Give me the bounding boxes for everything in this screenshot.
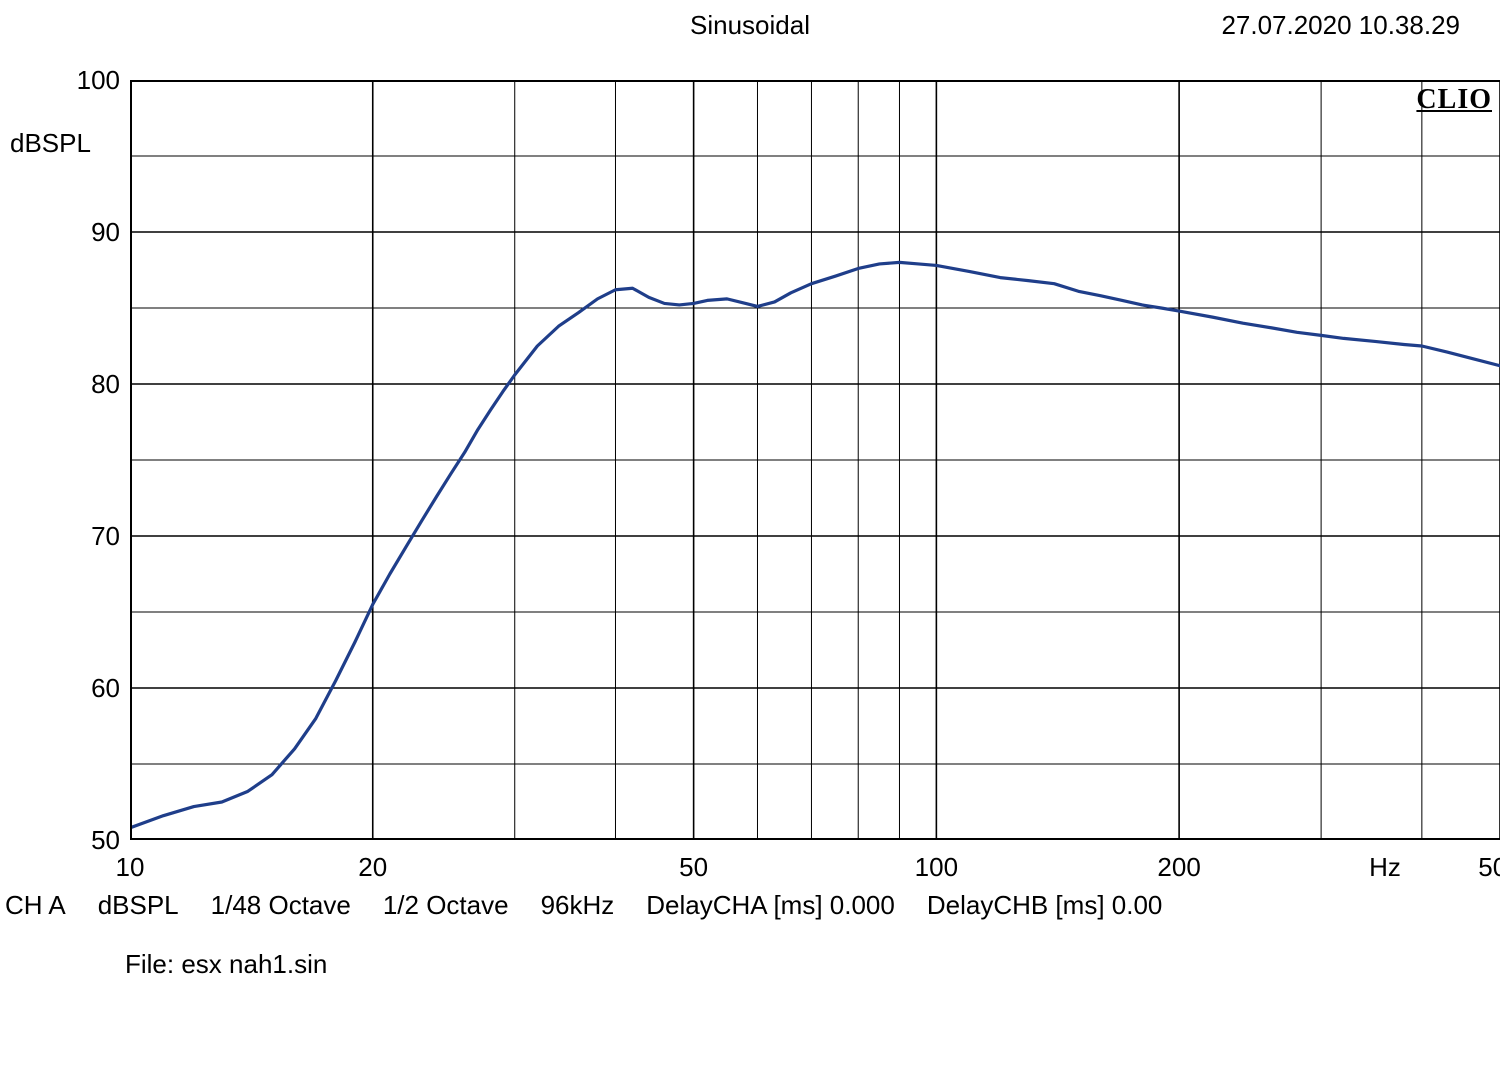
x-axis-unit: Hz [1369,852,1401,883]
footer-file: File: esx nah1.sin [125,949,1500,980]
footer-param: CH A [5,890,66,921]
footer-param: 1/2 Octave [383,890,509,921]
y-tick-label: 80 [10,369,120,400]
x-tick-label: 10 [116,852,145,883]
footer-param: dBSPL [98,890,179,921]
footer-param: 1/48 Octave [211,890,351,921]
brand-logo: CLIO [1416,84,1492,116]
x-tick-label: 100 [915,852,958,883]
y-axis-unit: dBSPL [10,128,91,159]
x-tick-label: 500 [1478,852,1500,883]
y-tick-label: 70 [10,521,120,552]
x-tick-label: 200 [1157,852,1200,883]
footer-params: CH A dBSPL 1/48 Octave 1/2 Octave 96kHz Delay… [5,890,1500,921]
y-tick-label: 50 [10,825,120,856]
y-tick-label: 60 [10,673,120,704]
footer: CH A dBSPL 1/48 Octave 1/2 Octave 96kHz Delay… [5,890,1500,980]
y-tick-label: 100 [10,65,120,96]
y-tick-label: 90 [10,217,120,248]
plot-border [130,80,1500,840]
footer-param: 96kHz [541,890,615,921]
chart-title: Sinusoidal [690,10,810,41]
plot-area: CLIO [130,80,1500,840]
footer-param: DelayCHA [ms] 0.000 [646,890,895,921]
x-tick-label: 20 [358,852,387,883]
footer-param: DelayCHB [ms] 0.00 [927,890,1163,921]
timestamp: 27.07.2020 10.38.29 [1221,10,1460,41]
x-tick-label: 50 [679,852,708,883]
